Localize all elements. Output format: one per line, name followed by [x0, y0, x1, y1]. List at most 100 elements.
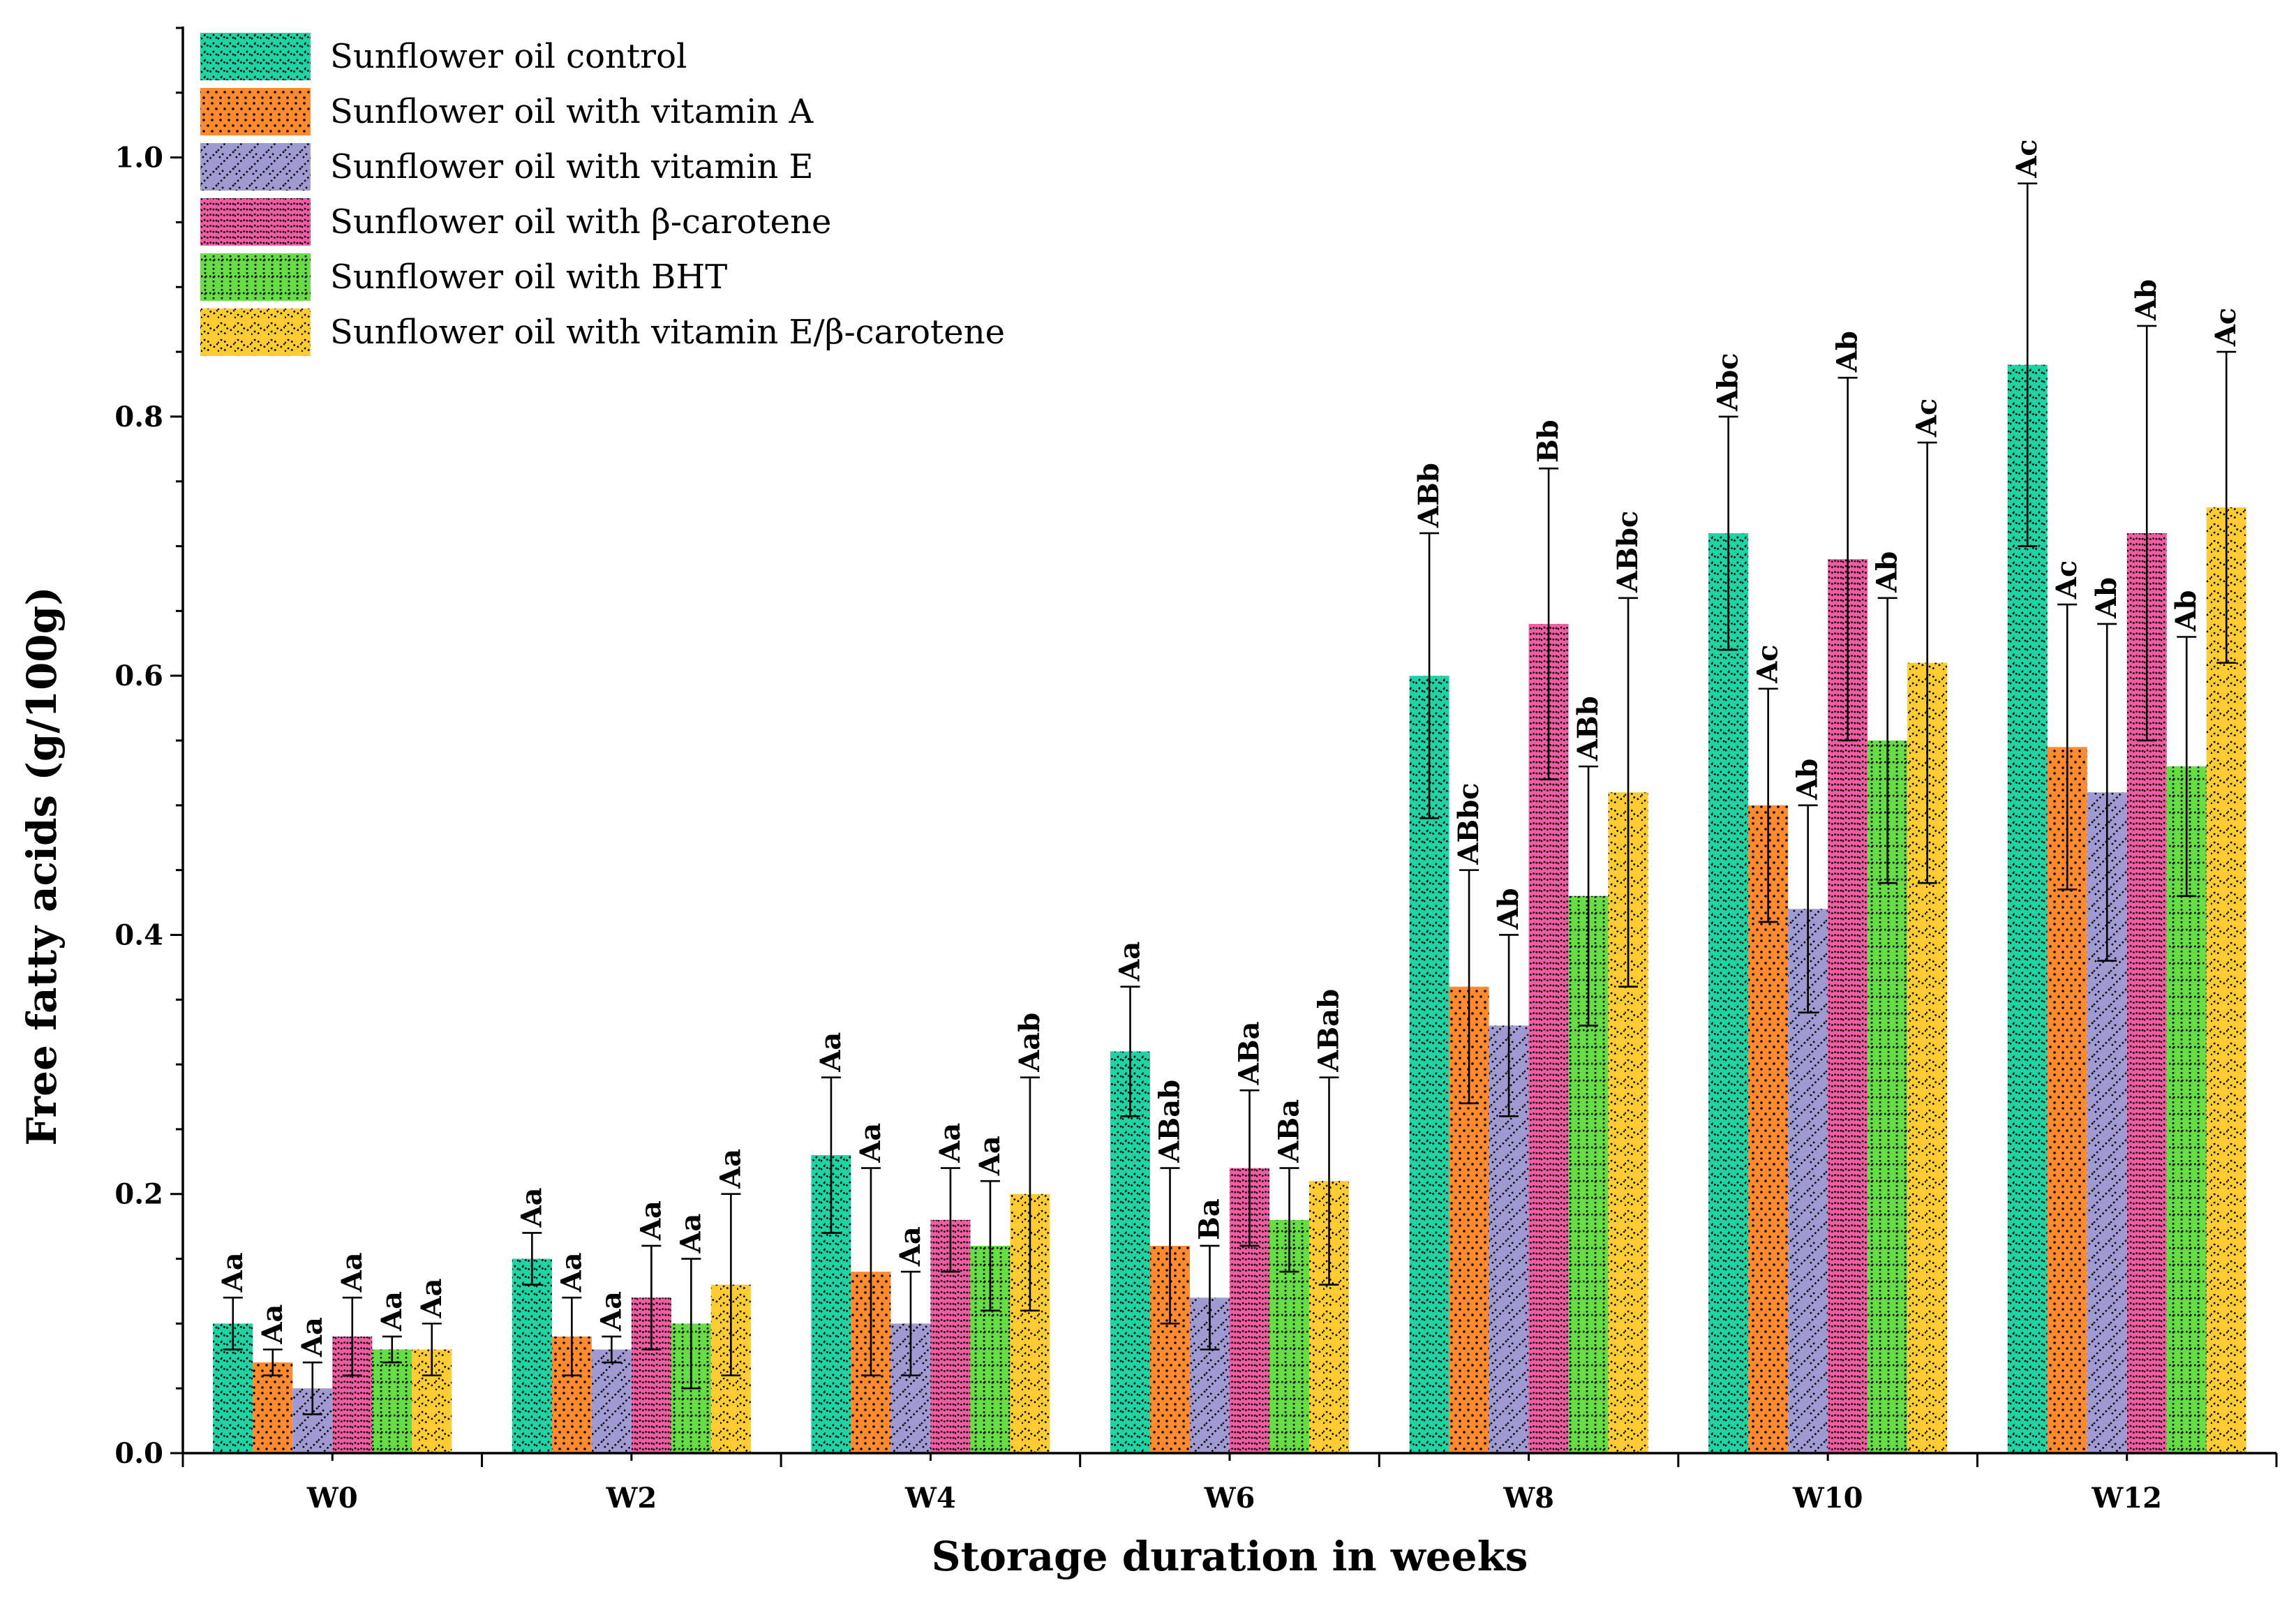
error-bar-W0-series-6 [422, 1323, 442, 1376]
legend-swatch [200, 308, 311, 356]
significance-label: ABa [1273, 1099, 1306, 1163]
error-bar-W8-series-6 [1618, 597, 1639, 988]
significance-label: Aa [894, 1226, 927, 1267]
significance-label: ABab [1154, 1080, 1186, 1163]
x-axis-title: Storage duration in weeks [932, 1533, 1528, 1580]
error-bar-W12-series-2 [2057, 603, 2078, 891]
axes-layer: 0.0 0.2 0.4 0.6 0.8 1.0 W0 W2 W4 W6 W8 W10 W12 [114, 27, 2278, 1515]
error-bar-W10-series-1 [1718, 415, 1738, 651]
significance-label: Aa [814, 1032, 847, 1073]
significance-label: Aa [595, 1291, 627, 1332]
legend-label: Sunflower oil with vitamin E [330, 147, 814, 186]
error-bar-W8-series-2 [1459, 869, 1479, 1105]
error-bar-W0-series-1 [223, 1296, 243, 1351]
significance-label: Ab [1831, 331, 1864, 373]
significance-label: Ab [2170, 590, 2202, 632]
error-bar-W12-series-5 [2177, 636, 2197, 898]
x-tick-label: W2 [605, 1482, 657, 1515]
significance-label: Ac [1752, 644, 1784, 683]
x-tick-label: W0 [306, 1482, 358, 1515]
significance-label: Aa [415, 1278, 448, 1318]
error-bar-W8-series-5 [1579, 765, 1599, 1027]
significance-label: Ac [1911, 399, 1944, 438]
legend-swatch [200, 253, 311, 301]
legend-label: Sunflower oil control [330, 37, 687, 76]
error-bar-W12-series-3 [2097, 623, 2117, 962]
error-bar-W0-series-2 [262, 1348, 283, 1376]
significance-label: Aa [375, 1291, 408, 1332]
significance-label: Ab [1492, 888, 1525, 930]
error-bar-W2-series-1 [522, 1232, 542, 1286]
error-bar-W12-series-1 [2018, 182, 2038, 547]
significance-label: Aa [336, 1252, 368, 1293]
bar-W10-series-1 [1708, 533, 1749, 1453]
error-bar-W4-series-3 [900, 1270, 920, 1376]
legend-swatch [200, 198, 311, 246]
legend-swatch [200, 143, 311, 191]
significance-label: Ba [1193, 1198, 1226, 1240]
significance-label: Ac [2050, 560, 2083, 600]
significance-label: Ac [2011, 139, 2043, 178]
significance-label: Bb [1532, 419, 1565, 463]
significance-label: Aa [634, 1200, 667, 1241]
legend: Sunflower oil control Sunflower oil with … [200, 33, 1005, 356]
error-bar-W8-series-1 [1419, 532, 1440, 819]
significance-label: ABbc [1611, 511, 1644, 593]
bar-W12-series-6 [2206, 507, 2246, 1454]
error-bar-W8-series-4 [1539, 467, 1559, 780]
error-bar-W10-series-2 [1758, 687, 1778, 923]
error-bar-W10-series-3 [1798, 804, 1818, 1014]
significance-label: Ab [1791, 759, 1824, 801]
x-tick-label: W6 [1204, 1482, 1255, 1515]
bar-W6-series-1 [1110, 1051, 1150, 1453]
significance-label: Aa [714, 1149, 747, 1189]
x-tick-label: W4 [904, 1482, 956, 1515]
significance-label: ABb [1572, 696, 1604, 761]
bar-W2-series-3 [591, 1349, 632, 1453]
error-bar-W2-series-3 [602, 1335, 622, 1364]
significance-label: Ab [1871, 551, 1904, 593]
error-bar-W4-series-1 [821, 1076, 841, 1234]
significance-label: Aa [555, 1252, 588, 1293]
error-bar-W2-series-6 [721, 1193, 741, 1376]
error-bar-W0-series-3 [302, 1361, 322, 1415]
error-bar-W2-series-5 [681, 1258, 701, 1390]
x-tick-label: W12 [2091, 1482, 2162, 1515]
bars-layer [213, 364, 2246, 1454]
error-bar-W12-series-6 [2216, 350, 2237, 664]
legend-swatch [200, 88, 311, 135]
y-axis-title: Free fatty acids (g/100g) [18, 586, 66, 1145]
bar-W0-series-2 [253, 1362, 293, 1453]
significance-label: Aa [934, 1123, 967, 1163]
significance-label: Ac [2209, 308, 2242, 347]
significance-label: Aa [216, 1252, 249, 1293]
error-bar-W2-series-4 [641, 1244, 662, 1351]
significance-label: ABbc [1452, 782, 1485, 865]
error-bar-W6-series-2 [1160, 1167, 1180, 1325]
x-tick-label: W8 [1503, 1482, 1554, 1515]
bar-W2-series-1 [512, 1258, 552, 1453]
significance-label: Aa [974, 1136, 1006, 1176]
significance-label: Ab [2130, 279, 2163, 321]
significance-label: ABb [1412, 463, 1445, 528]
error-bar-W4-series-4 [940, 1167, 960, 1273]
error-bar-W12-series-4 [2137, 325, 2157, 742]
bar-W0-series-5 [372, 1349, 412, 1453]
error-bar-W0-series-5 [382, 1335, 402, 1364]
significance-label: ABab [1313, 989, 1345, 1073]
significance-label: Aa [515, 1187, 548, 1228]
error-bar-W10-series-6 [1917, 441, 1937, 884]
legend-swatch [200, 33, 311, 80]
legend-label: Sunflower oil with β-carotene [330, 202, 831, 241]
significance-label: Ab [2090, 577, 2123, 619]
y-tick-label: 0.2 [114, 1178, 163, 1211]
error-bar-W8-series-3 [1499, 934, 1519, 1117]
significance-label: Aa [1114, 942, 1147, 982]
significance-label: Aa [854, 1123, 887, 1163]
error-bar-W4-series-5 [980, 1180, 1000, 1312]
error-bar-W4-series-2 [860, 1167, 881, 1376]
significance-label: ABa [1233, 1021, 1266, 1085]
